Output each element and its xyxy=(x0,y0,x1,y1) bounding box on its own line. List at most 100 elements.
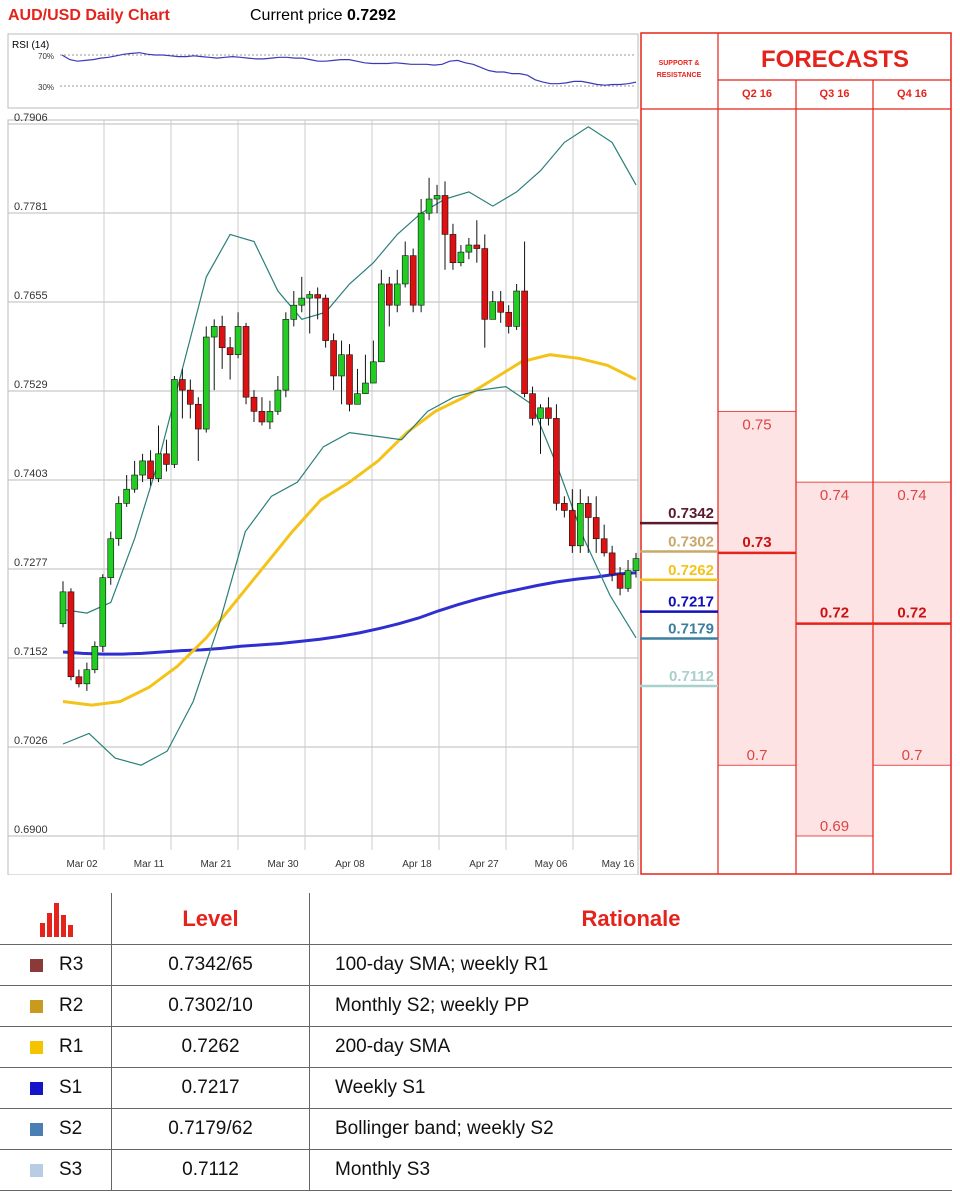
y-tick-label: 0.7152 xyxy=(14,646,48,658)
candle-body xyxy=(290,304,298,320)
y-tick-label: 0.7906 xyxy=(14,112,48,124)
sr-level-value: 0.7342 xyxy=(668,505,714,522)
header-rationale: Rationale xyxy=(581,905,681,931)
level-swatch xyxy=(30,1081,43,1095)
level-rationale: Weekly S1 xyxy=(335,1077,426,1098)
forecast-low: 0.69 xyxy=(820,818,849,835)
candle-body xyxy=(393,283,401,306)
sr-level-value: 0.7262 xyxy=(668,562,714,579)
candle-body xyxy=(513,290,520,327)
candle-body xyxy=(91,646,99,670)
candle-body xyxy=(115,503,123,540)
candle-body xyxy=(561,503,568,511)
table-header: Level Rationale xyxy=(0,893,952,945)
level-name-cell: R1 xyxy=(0,1027,112,1067)
current-price-label: Current price xyxy=(250,7,343,24)
level-name: R2 xyxy=(59,995,84,1016)
level-value: 0.7112 xyxy=(112,1150,310,1190)
y-tick-label: 0.7026 xyxy=(14,735,48,747)
sr-level-value: 0.7179 xyxy=(668,621,714,638)
candle-body xyxy=(107,538,115,578)
candle-body xyxy=(632,558,640,571)
level-swatch xyxy=(30,1040,43,1054)
candle-body xyxy=(139,460,146,476)
y-tick-label: 0.7403 xyxy=(14,468,48,480)
candle-body xyxy=(131,474,138,490)
table-row: S1 0.7217 Weekly S1 xyxy=(0,1068,952,1109)
candle-body xyxy=(616,573,624,589)
level-value: 0.7179/62 xyxy=(112,1109,310,1149)
candle-body xyxy=(592,517,600,540)
sr-header-line1: SUPPORT & xyxy=(659,60,700,67)
candle-body xyxy=(529,393,536,419)
candle-body xyxy=(385,283,393,306)
level-name-cell: R2 xyxy=(0,986,112,1026)
level-rationale: 200-day SMA xyxy=(335,1036,451,1057)
level-rationale: Monthly S2; weekly PP xyxy=(335,995,530,1016)
forecast-mid: 0.72 xyxy=(897,605,926,622)
candles xyxy=(59,177,640,691)
candle-body xyxy=(457,251,465,264)
candle-body xyxy=(314,294,321,299)
rsi-label: RSI (14) xyxy=(12,40,49,51)
candle-body xyxy=(521,290,528,394)
level-swatch xyxy=(30,1163,43,1177)
candle-body xyxy=(179,379,186,391)
candle-body xyxy=(163,453,170,465)
candle-body xyxy=(306,294,314,299)
candle-body xyxy=(473,244,481,249)
candle-body xyxy=(99,577,107,647)
chart-grid xyxy=(8,120,640,850)
candle-body xyxy=(624,570,632,589)
candle-body xyxy=(497,301,505,313)
table-row: R1 0.7262 200-day SMA xyxy=(0,1027,952,1068)
current-price: Current price 0.7292 xyxy=(250,7,396,25)
level-name-cell: S1 xyxy=(0,1068,112,1108)
level-value: 0.7217 xyxy=(112,1068,310,1108)
rsi-panel: RSI (14) 70% 30% xyxy=(7,33,639,109)
y-tick-label: 0.7655 xyxy=(14,290,48,302)
x-tick-label: May 06 xyxy=(535,859,568,870)
forecasts-title: FORECASTS xyxy=(761,46,909,73)
level-swatch xyxy=(30,999,43,1013)
current-price-value: 0.7292 xyxy=(346,7,396,24)
sr-level-value: 0.7217 xyxy=(668,594,714,611)
candle-body xyxy=(505,311,512,327)
candle-body xyxy=(584,503,592,518)
quarter-label: Q2 16 xyxy=(742,88,772,100)
candle-body xyxy=(401,255,409,285)
level-name: R3 xyxy=(59,954,84,975)
candle-body xyxy=(409,255,417,306)
chart-title: AUD/USD Daily Chart xyxy=(8,7,170,24)
candle-body xyxy=(553,418,560,504)
table-row: S3 0.7112 Monthly S3 xyxy=(0,1150,952,1191)
candle-body xyxy=(218,326,226,348)
candle-body xyxy=(545,407,552,419)
y-tick-label: 0.7781 xyxy=(14,201,48,213)
candle-body xyxy=(282,319,290,391)
x-tick-label: Mar 02 xyxy=(66,859,98,870)
candle-body xyxy=(370,361,377,384)
forecast-mid: 0.72 xyxy=(820,605,849,622)
candle-body xyxy=(202,336,210,430)
candle-body xyxy=(433,195,441,200)
price-chart: 0.7906 0.7781 0.7655 0.7529 0.7403 0.7277 0.71… xyxy=(7,112,640,875)
x-axis-labels: Mar 02 Mar 11 Mar 21 Mar 30 Apr 08 Apr 18 Apr … xyxy=(66,859,634,870)
candle-body xyxy=(441,195,449,235)
x-tick-label: Mar 21 xyxy=(200,859,232,870)
candle-body xyxy=(250,396,258,412)
table-row: R2 0.7302/10 Monthly S2; weekly PP xyxy=(0,986,952,1027)
candle-body xyxy=(576,503,584,547)
sr-level-value: 0.7302 xyxy=(668,533,714,550)
x-tick-label: Mar 30 xyxy=(267,859,299,870)
level-name-cell: S3 xyxy=(0,1150,112,1190)
candle-body xyxy=(481,248,489,320)
level-name-cell: R3 xyxy=(0,945,112,985)
forecast-quarters: Q2 16 0.75 0.73 0.7 Q3 16 0.74 0.72 0.69 Q4 16 0.… xyxy=(742,88,927,835)
level-value: 0.7342/65 xyxy=(112,945,310,985)
rsi-70-label: 70% xyxy=(38,52,54,61)
candle-body xyxy=(258,411,266,423)
candle-body xyxy=(242,326,250,398)
forecast-low: 0.7 xyxy=(902,747,923,764)
forecast-low: 0.7 xyxy=(747,747,768,764)
